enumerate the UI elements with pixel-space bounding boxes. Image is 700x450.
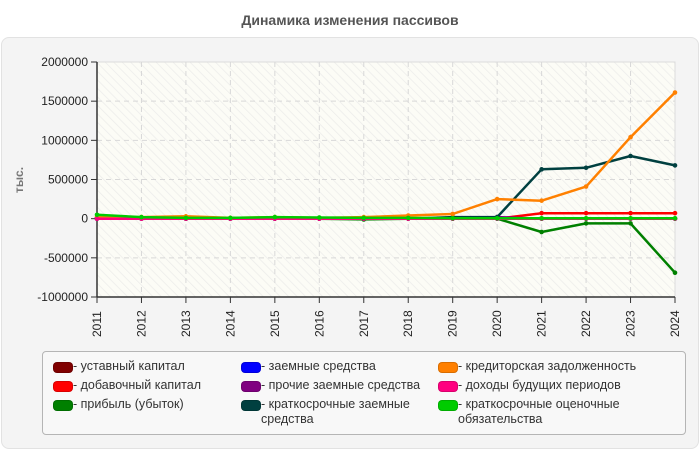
y-tick-label: 2000000 <box>41 55 88 69</box>
legend-item-otsenochnye[interactable]: - краткосрочные оценочные обязательства <box>428 397 668 429</box>
y-tick-label: -500000 <box>44 251 88 265</box>
series-lines <box>94 90 678 276</box>
data-point-marker <box>272 214 278 220</box>
legend-swatch-icon <box>241 400 261 411</box>
x-tick-label: 2011 <box>90 311 104 337</box>
legend-item-kreditorskaya[interactable]: - кредиторская задолженность <box>428 359 668 378</box>
series-line <box>96 213 675 220</box>
data-point-marker <box>628 221 633 226</box>
legend-column-2: - заемные средства - прочие заемные сред… <box>231 359 431 429</box>
data-point-marker <box>450 211 455 217</box>
data-point-marker <box>628 134 633 140</box>
legend-column-1: - уставный капитал - добавочный капитал … <box>43 359 201 416</box>
legend-item-kratkosrochnye-zaemnye[interactable]: - краткосрочные заемные средства <box>231 397 431 429</box>
data-point-marker <box>139 214 144 220</box>
data-point-marker <box>494 215 500 221</box>
legend-swatch-icon <box>241 362 261 373</box>
x-tick-label: 2023 <box>624 310 638 337</box>
legend-item-pribyl[interactable]: - прибыль (убыток) <box>43 397 201 416</box>
data-point-marker <box>583 184 589 189</box>
x-tick-label: 2015 <box>268 310 282 337</box>
data-point-marker <box>628 210 633 216</box>
x-tick-label: 2014 <box>223 310 237 337</box>
data-point-marker <box>583 221 589 226</box>
data-point-marker <box>672 215 678 221</box>
y-tick-label: 500000 <box>48 173 88 187</box>
legend-swatch-icon <box>438 400 458 411</box>
data-point-marker <box>539 229 544 235</box>
x-tick-label: 2017 <box>357 310 371 337</box>
y-tick-label: 1000000 <box>41 133 88 147</box>
data-point-marker <box>405 215 411 221</box>
data-point-marker <box>672 210 678 216</box>
axes: 2000000 1500000 1000000 500000 0 -500000 -1000… <box>37 55 682 337</box>
x-tick-label: 2016 <box>312 310 326 337</box>
data-point-marker <box>450 215 455 221</box>
chart-title: Динамика изменения пассивов <box>241 12 459 28</box>
legend-swatch-icon <box>438 362 458 373</box>
data-point-marker <box>228 215 233 221</box>
data-point-marker <box>539 215 544 221</box>
chart-legend: - уставный капитал - добавочный капитал … <box>42 351 686 435</box>
legend-swatch-icon <box>53 400 73 411</box>
data-point-marker <box>539 167 544 172</box>
data-point-marker <box>583 165 589 171</box>
x-tick-label: 2024 <box>668 310 682 337</box>
x-tick-label: 2021 <box>535 310 549 337</box>
legend-column-3: - кредиторская задолженность - доходы бу… <box>428 359 668 429</box>
data-point-marker <box>94 216 100 221</box>
data-point-marker <box>539 198 544 203</box>
legend-item-zaemnye-sredstva[interactable]: - заемные средства <box>231 359 431 378</box>
x-tick-label: 2020 <box>490 310 504 337</box>
data-point-marker <box>672 163 678 168</box>
data-point-marker <box>494 196 500 202</box>
data-point-marker <box>583 210 589 216</box>
data-point-marker <box>539 210 544 216</box>
series-line <box>97 91 676 220</box>
legend-item-dokhody-budushchikh[interactable]: - доходы будущих периодов <box>428 378 668 397</box>
data-point-marker <box>628 215 633 221</box>
data-point-marker <box>317 215 322 220</box>
data-point-marker <box>583 215 589 221</box>
legend-swatch-icon <box>53 381 73 392</box>
y-axis-label: тыс. <box>12 167 26 193</box>
x-tick-label: 2018 <box>401 310 415 337</box>
line-chart: 2000000 1500000 1000000 500000 0 -500000 -1000… <box>12 55 682 337</box>
data-point-marker <box>628 153 633 159</box>
x-tick-label: 2012 <box>134 310 148 337</box>
y-tick-label: 1500000 <box>41 94 88 108</box>
legend-swatch-icon <box>241 381 261 392</box>
x-tick-label: 2019 <box>446 310 460 337</box>
y-tick-label: 0 <box>81 212 88 226</box>
x-tick-label: 2022 <box>579 310 593 337</box>
data-point-marker <box>672 90 678 95</box>
y-tick-label: -1000000 <box>37 290 88 304</box>
legend-item-prochie-zaemnye[interactable]: - прочие заемные средства <box>231 378 431 397</box>
data-point-marker <box>183 215 189 221</box>
data-point-marker <box>94 212 100 218</box>
legend-swatch-icon <box>438 381 458 392</box>
legend-item-ustavnyi-kapital[interactable]: - уставный капитал <box>43 359 201 378</box>
legend-swatch-icon <box>53 362 73 373</box>
legend-item-dobavochnyi-kapital[interactable]: - добавочный капитал <box>43 378 201 397</box>
data-point-marker <box>672 270 678 276</box>
x-tick-label: 2013 <box>179 310 193 337</box>
data-point-marker <box>361 215 367 221</box>
